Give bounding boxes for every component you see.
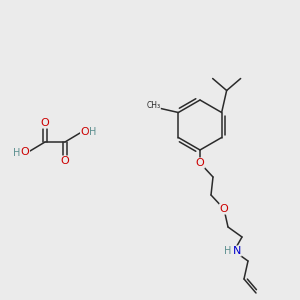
Text: CH₃: CH₃	[146, 101, 161, 110]
Text: H: H	[224, 246, 232, 256]
Text: O: O	[220, 204, 228, 214]
Text: O: O	[40, 118, 50, 128]
Text: O: O	[196, 158, 204, 168]
Text: H: H	[13, 148, 21, 158]
Text: O: O	[61, 156, 69, 166]
Text: H: H	[89, 127, 97, 137]
Text: O: O	[81, 127, 89, 137]
Text: N: N	[233, 246, 241, 256]
Text: O: O	[21, 147, 29, 157]
